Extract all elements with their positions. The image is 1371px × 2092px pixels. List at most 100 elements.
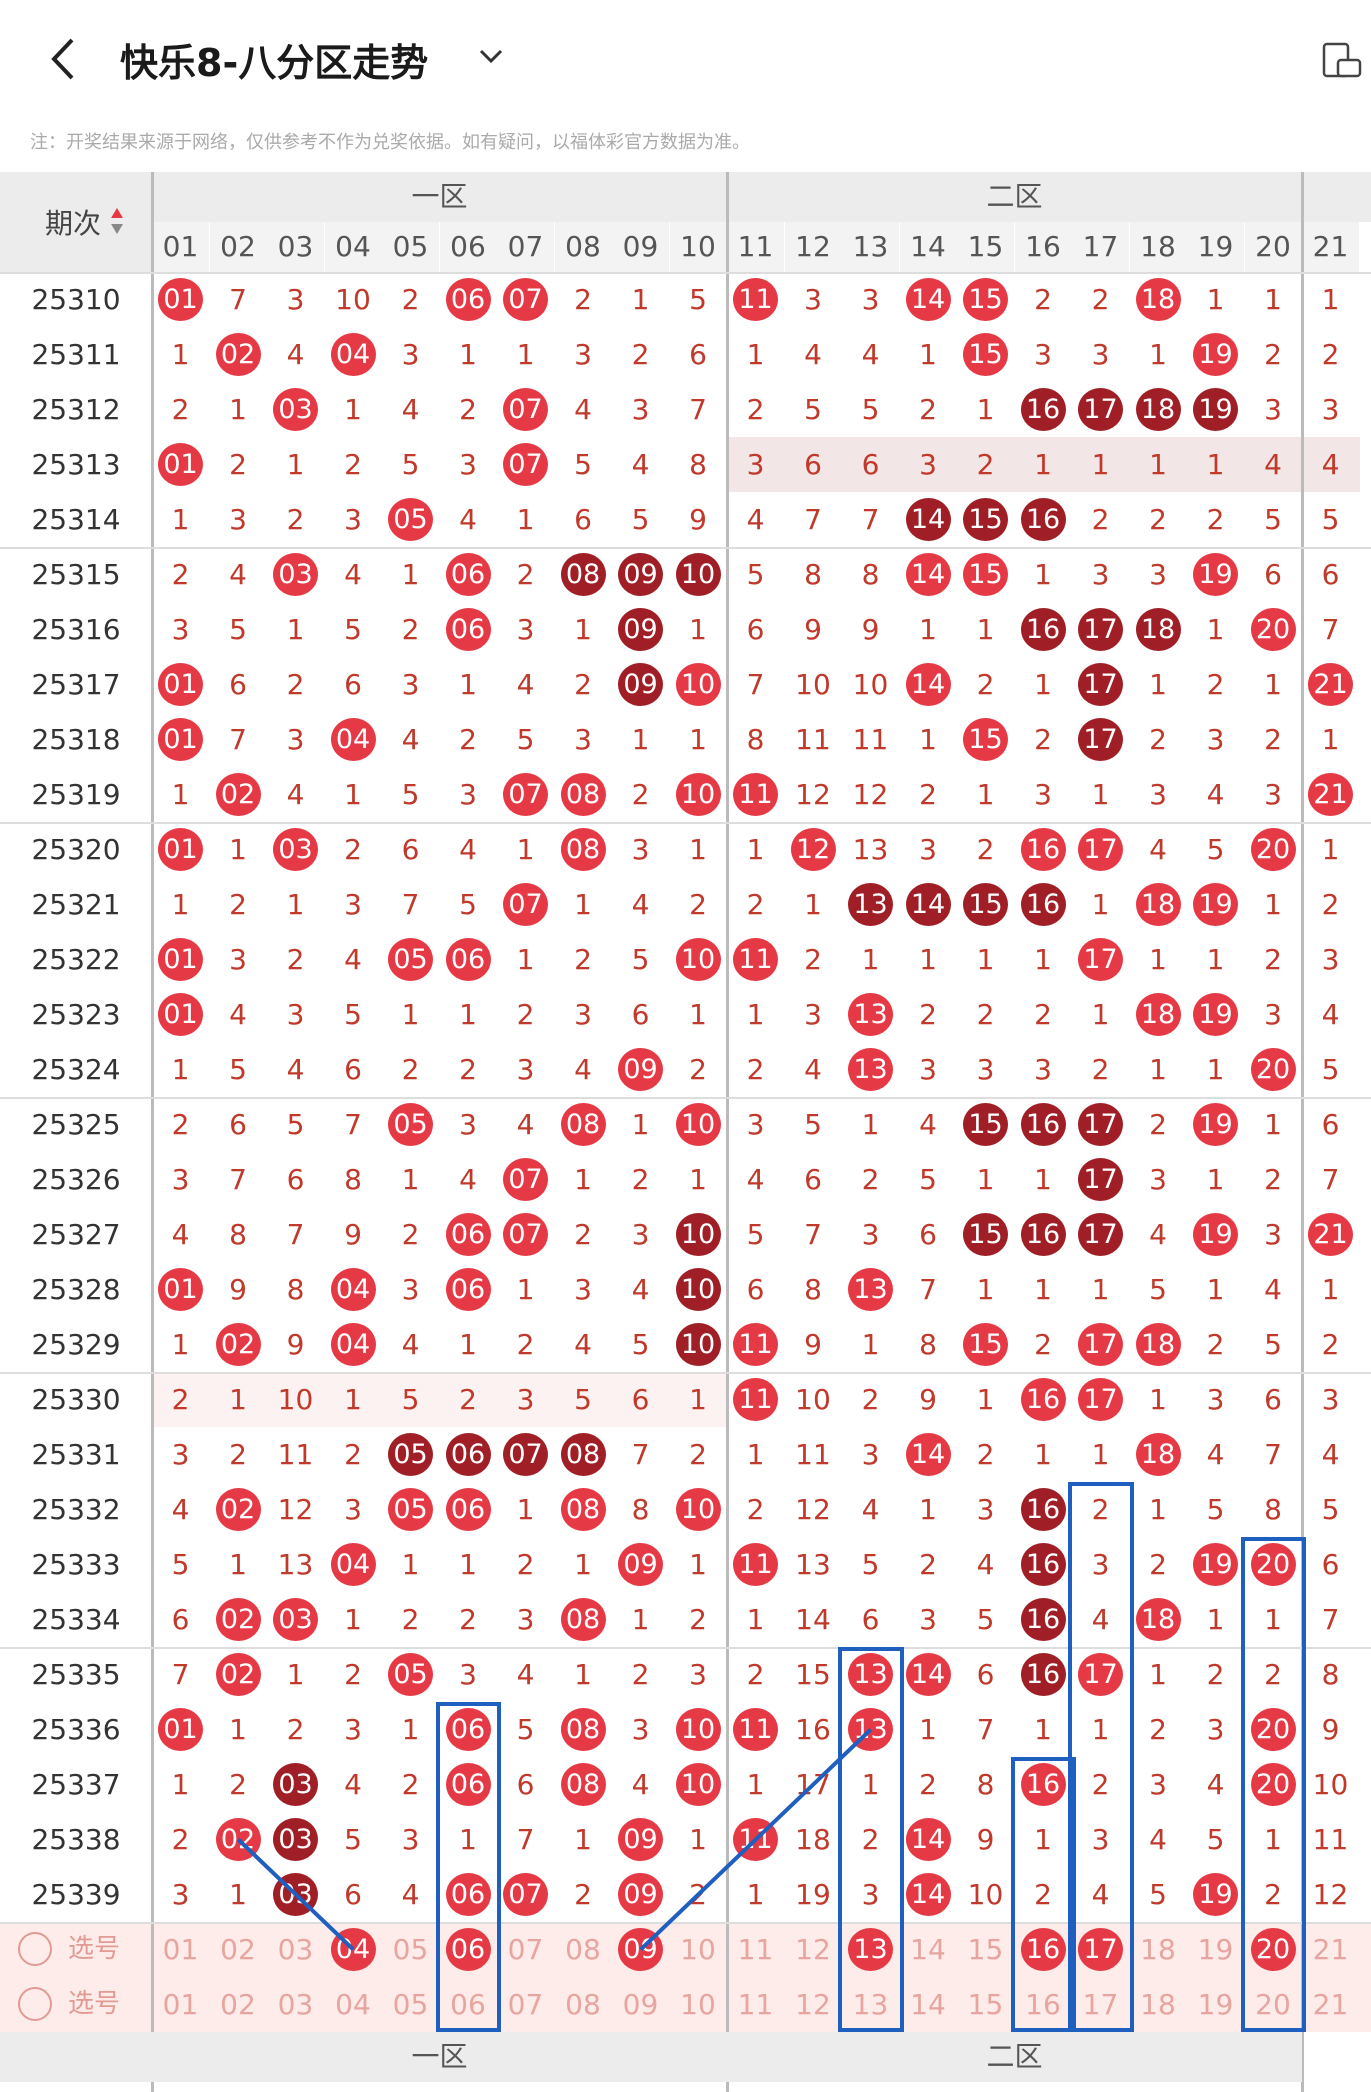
drawn-number-ball: 16 [1020, 498, 1066, 541]
pick-cell[interactable]: 16 [1025, 1988, 1061, 2021]
pick-cell[interactable]: 01 [162, 1988, 199, 2021]
cell: 1 [229, 1383, 247, 1416]
pick-cell[interactable]: 14 [910, 1988, 946, 2021]
screen-rotate-icon[interactable] [1320, 38, 1364, 82]
pick-cell[interactable]: 11 [737, 1988, 774, 2021]
cell: 2 [976, 668, 995, 701]
cell: 1 [976, 1163, 995, 1196]
pick-cell[interactable]: 09 [612, 1922, 669, 1977]
drawn-number-ball: 11 [733, 1543, 778, 1586]
pick-cell[interactable]: 05 [392, 1933, 429, 1966]
pick-cell[interactable]: 13 [852, 1988, 889, 2021]
sort-icon[interactable] [110, 206, 124, 236]
picked-ball[interactable]: 09 [618, 1928, 663, 1971]
period-header[interactable]: 期次 [0, 172, 152, 272]
table-row: 25332 4 02 12 3 05 06 1 08 8 10 2 12 4 1 3 16 2 1 5 8 5 [0, 1482, 1371, 1537]
pick-cell[interactable]: 21 [1312, 1933, 1349, 1966]
pick-cell[interactable]: 15 [967, 1988, 1004, 2021]
cell: 4 [804, 1053, 822, 1086]
select-row[interactable]: 选号 01 02 03 04 05 06 07 08 09 10 11 12 13 14 15 16 17 18 19… [0, 1922, 1371, 1977]
pick-cell[interactable]: 07 [507, 1988, 544, 2021]
cell: 1 [459, 998, 477, 1031]
cell: 1 [976, 778, 995, 811]
picked-ball[interactable]: 20 [1250, 1928, 1296, 1971]
pick-cell[interactable]: 01 [162, 1933, 199, 1966]
pick-cell[interactable]: 06 [440, 1922, 497, 1977]
picked-ball[interactable]: 16 [1020, 1928, 1066, 1971]
pick-cell[interactable]: 10 [680, 1933, 716, 1966]
picked-ball[interactable]: 13 [848, 1928, 893, 1971]
pick-cell[interactable]: 12 [795, 1933, 831, 1966]
cell: 2 [1321, 1328, 1340, 1361]
cell: 2 [516, 1548, 535, 1581]
pick-cell[interactable]: 07 [507, 1933, 544, 1966]
pick-cell[interactable]: 03 [277, 1933, 314, 1966]
chevron-down-icon[interactable] [476, 44, 506, 68]
cell: 2 [1264, 943, 1282, 976]
pick-cell[interactable]: 16 [1015, 1922, 1072, 1977]
pick-cell[interactable]: 08 [565, 1933, 601, 1966]
drawn-number-ball: 16 [1020, 1378, 1066, 1421]
select-row[interactable]: 选号 01 02 03 04 05 06 07 08 09 10 11 12 13 14 15 16 17 18 19… [0, 1977, 1371, 2032]
pick-cell[interactable]: 10 [680, 1988, 716, 2021]
drawn-number-ball: 18 [1135, 1323, 1181, 1366]
pick-cell[interactable]: 21 [1312, 1988, 1349, 2021]
pick-cell[interactable]: 17 [1072, 1922, 1129, 1977]
pick-cell[interactable]: 11 [737, 1933, 774, 1966]
cell: 10 [335, 283, 371, 316]
cell: 8 [804, 1273, 822, 1306]
cell: 1 [631, 1108, 650, 1141]
drawn-number-ball: 15 [963, 498, 1008, 541]
cell: 14 [900, 492, 957, 547]
pick-cell[interactable]: 09 [622, 1988, 659, 2021]
pick-cell[interactable]: 02 [220, 1933, 256, 1966]
page-title[interactable]: 快乐8-八分区走势 [120, 41, 429, 85]
pick-cell[interactable]: 05 [392, 1988, 429, 2021]
select-label: 选号 [68, 1934, 121, 1964]
pick-cell[interactable]: 18 [1140, 1933, 1176, 1966]
cell: 6 [344, 1053, 362, 1086]
pick-cell[interactable]: 02 [220, 1988, 256, 2021]
cell: 4 [1149, 833, 1167, 866]
drawn-number-ball: 03 [273, 553, 318, 596]
pick-cell[interactable]: 18 [1140, 1988, 1176, 2021]
cell: 5 [976, 1603, 995, 1636]
pick-cell[interactable]: 13 [842, 1922, 899, 1977]
cell: 02 [210, 1482, 267, 1537]
radio-circle-icon[interactable] [18, 1987, 52, 2021]
pick-cell[interactable]: 20 [1255, 1988, 1291, 2021]
column-header: 20 [1244, 222, 1302, 272]
drawn-number-ball: 09 [618, 608, 663, 651]
cell: 21 [1302, 1207, 1359, 1262]
cell: 1 [229, 1878, 247, 1911]
back-arrow-icon[interactable] [44, 34, 84, 84]
drawn-number-ball: 18 [1135, 608, 1181, 651]
picked-ball[interactable]: 06 [445, 1928, 491, 1971]
period-number: 25319 [31, 778, 121, 811]
drawn-number-ball: 08 [560, 1433, 606, 1476]
pick-cell[interactable]: 17 [1082, 1988, 1119, 2021]
cell: 5 [804, 1108, 822, 1141]
pick-cell[interactable]: 12 [795, 1988, 831, 2021]
cell: 2 [1149, 1713, 1167, 1746]
pick-cell[interactable]: 19 [1197, 1988, 1234, 2021]
period-number: 25337 [31, 1768, 121, 1801]
cell: 16 [1015, 382, 1072, 437]
pick-cell[interactable]: 19 [1197, 1933, 1234, 1966]
pick-cell[interactable]: 03 [277, 1988, 314, 2021]
drawn-number-ball: 17 [1078, 828, 1123, 871]
cell: 1 [1264, 1823, 1282, 1856]
cell: 05 [382, 1097, 439, 1152]
pick-cell[interactable]: 08 [565, 1988, 601, 2021]
cell: 05 [382, 1427, 439, 1482]
pick-cell[interactable]: 06 [450, 1988, 486, 2021]
cell: 4 [1264, 448, 1282, 481]
pick-cell[interactable]: 04 [335, 1988, 371, 2021]
pick-cell[interactable]: 14 [910, 1933, 946, 1966]
cell: 09 [612, 1867, 669, 1922]
cell: 7 [286, 1218, 305, 1251]
radio-circle-icon[interactable] [18, 1932, 52, 1966]
picked-ball[interactable]: 17 [1078, 1928, 1123, 1971]
pick-cell[interactable]: 15 [967, 1933, 1004, 1966]
pick-cell[interactable]: 20 [1245, 1922, 1302, 1977]
